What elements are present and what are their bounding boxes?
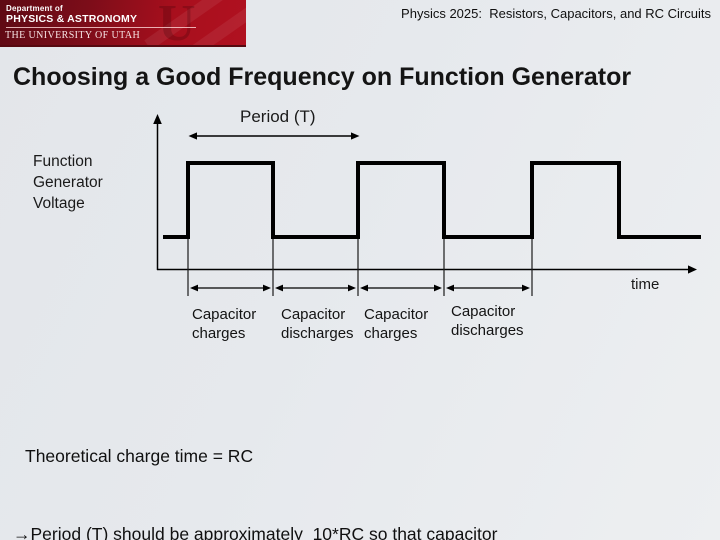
interval-label-capacitor-discharges-1: Capacitor discharges [281,306,354,343]
interval-label-capacitor-discharges-2: Capacitor discharges [451,303,524,340]
interval-label-capacitor-charges-2: Capacitor charges [364,306,428,343]
x-axis-label: time [631,276,660,293]
interval-label-line1: Capacitor [192,306,257,323]
banner-divider-rule [6,27,196,28]
interval-label-line1: Capacitor [451,303,516,320]
period-arrow [188,132,360,140]
interval-label-capacitor-charges-1: Capacitor charges [192,306,256,343]
course-header-title: Physics 2025: Resistors, Capacitors, and… [401,6,711,21]
banner-university-line: THE UNIVERSITY OF UTAH [5,30,141,41]
square-wave-trace [163,161,701,239]
interval-label-line2: charges [192,324,246,342]
banner-physics-astronomy-line: PHYSICS & ASTRONOMY [6,13,138,25]
notes-block: Theoretical charge time = RC →Period (T)… [0,391,720,540]
banner-department-line: Department of [6,4,63,13]
interval-label-line2: charges [364,324,418,342]
utah-u-watermark-icon: U [158,0,196,47]
interval-label-line2: discharges [451,321,524,339]
interval-label-line2: discharges [281,324,354,342]
slide-title: Choosing a Good Frequency on Function Ge… [13,63,632,91]
y-axis-arrowhead-icon [153,114,162,124]
note-theoretical-charge-time: Theoretical charge time = RC [25,446,254,466]
interval-label-line1: Capacitor [281,306,346,323]
interval-label-line1: Capacitor [364,306,429,323]
interval-arrows [190,284,530,292]
x-axis-arrowhead-icon [688,265,697,274]
transition-divider-lines [187,239,533,296]
y-axis-label: Function Generator Voltage [33,153,103,212]
period-label: Period (T) [240,107,316,126]
note-period-recommendation: →Period (T) should be approximately 10*R… [13,524,498,540]
university-logo-banner: U Department of PHYSICS & ASTRONOMY THE … [0,0,246,47]
